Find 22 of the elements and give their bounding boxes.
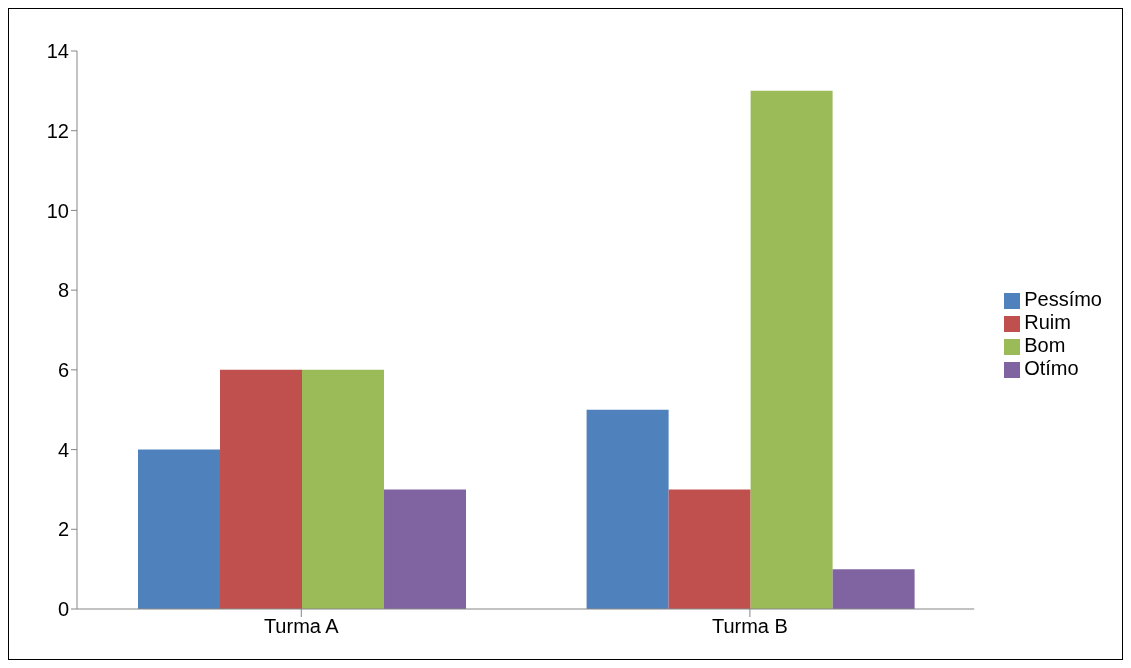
bar [668, 489, 751, 609]
y-tick-label: 14 [46, 40, 69, 63]
bar [586, 409, 669, 609]
bar [220, 369, 303, 609]
y-tick-label: 2 [57, 518, 69, 541]
y-tick-label: 12 [46, 119, 69, 142]
bar [384, 489, 467, 609]
y-tick-label: 8 [57, 279, 69, 302]
legend-label: Bom [1024, 334, 1066, 356]
legend-label: Pessímo [1024, 288, 1102, 310]
bar [138, 449, 221, 609]
x-tick-label: Turma B [711, 615, 788, 638]
y-tick-label: 0 [57, 598, 69, 621]
bar [832, 569, 915, 609]
y-tick-label: 10 [46, 199, 69, 222]
x-tick-label: Turma A [263, 615, 340, 638]
legend-label: Ruim [1024, 311, 1071, 333]
bar [750, 90, 833, 609]
bar [302, 369, 385, 609]
y-tick-label: 4 [57, 438, 69, 461]
y-tick-label: 6 [57, 358, 69, 381]
legend-label: Otímo [1024, 357, 1079, 379]
